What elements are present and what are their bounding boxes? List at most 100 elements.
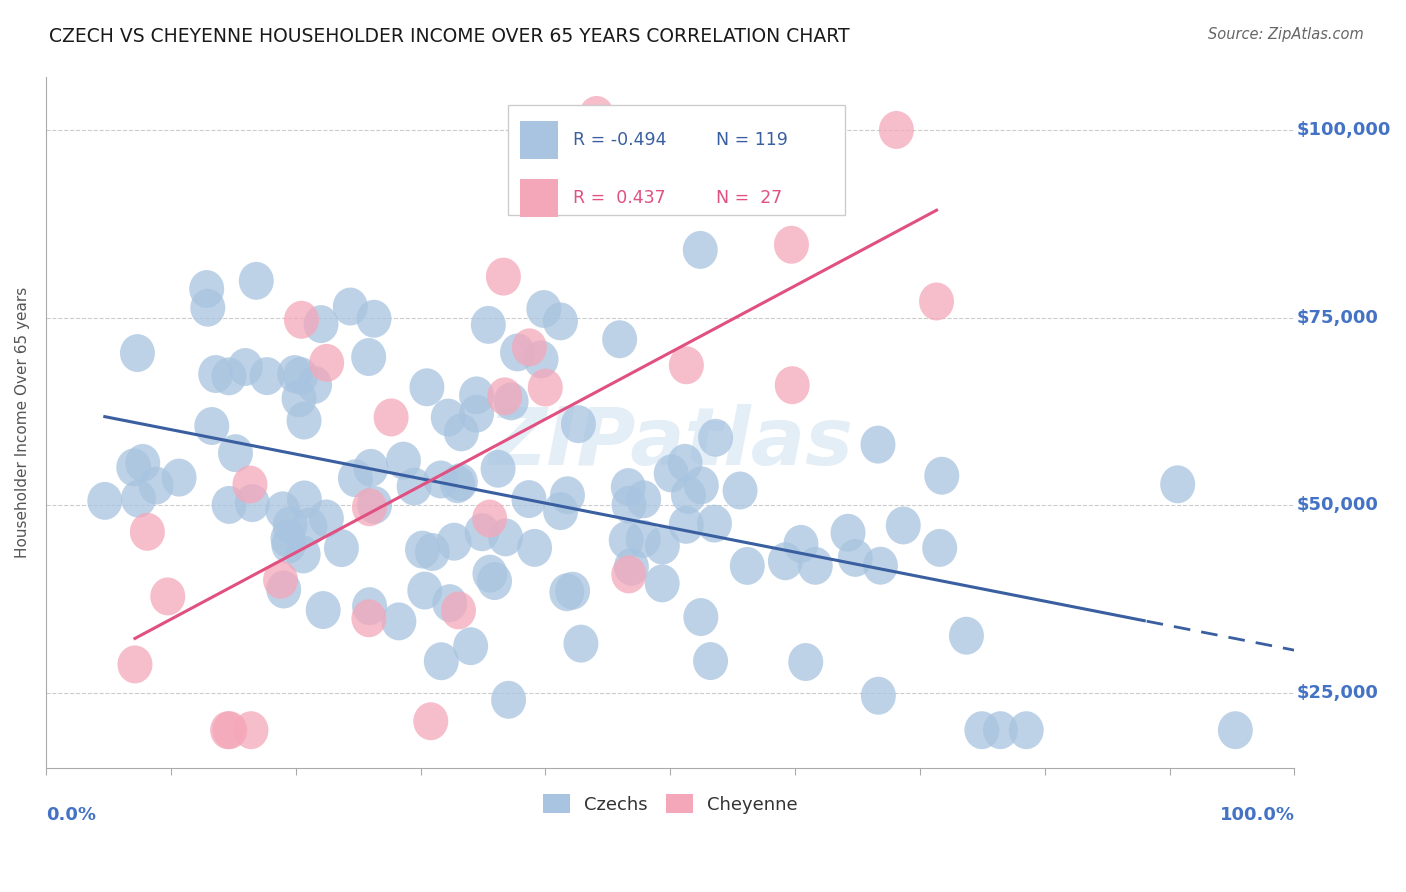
Ellipse shape [385, 442, 420, 480]
Ellipse shape [471, 306, 506, 343]
Legend: Czechs, Cheyenne: Czechs, Cheyenne [536, 787, 806, 821]
Ellipse shape [924, 457, 959, 495]
Ellipse shape [458, 376, 494, 415]
Ellipse shape [304, 305, 339, 343]
Ellipse shape [723, 472, 758, 509]
Ellipse shape [292, 508, 328, 546]
Ellipse shape [645, 565, 679, 602]
Ellipse shape [669, 346, 704, 384]
Ellipse shape [669, 506, 703, 544]
Text: CZECH VS CHEYENNE HOUSEHOLDER INCOME OVER 65 YEARS CORRELATION CHART: CZECH VS CHEYENNE HOUSEHOLDER INCOME OVE… [49, 27, 849, 45]
Ellipse shape [654, 454, 689, 492]
Ellipse shape [432, 584, 467, 622]
Text: $50,000: $50,000 [1296, 496, 1379, 514]
Ellipse shape [668, 444, 703, 482]
Ellipse shape [235, 484, 270, 522]
Ellipse shape [285, 535, 321, 574]
Ellipse shape [543, 492, 578, 530]
Ellipse shape [775, 367, 810, 404]
Ellipse shape [517, 529, 553, 567]
Ellipse shape [523, 341, 558, 378]
Ellipse shape [920, 283, 955, 320]
Ellipse shape [287, 481, 322, 518]
Ellipse shape [886, 507, 921, 544]
FancyBboxPatch shape [508, 105, 845, 216]
Ellipse shape [831, 514, 866, 552]
Ellipse shape [610, 468, 645, 506]
Ellipse shape [443, 463, 478, 501]
Ellipse shape [860, 677, 896, 714]
Ellipse shape [309, 500, 344, 538]
Ellipse shape [357, 300, 391, 338]
FancyBboxPatch shape [520, 120, 558, 159]
Ellipse shape [87, 482, 122, 520]
Ellipse shape [614, 548, 650, 586]
Ellipse shape [491, 681, 526, 719]
Ellipse shape [477, 562, 512, 600]
Ellipse shape [305, 591, 340, 629]
Ellipse shape [922, 529, 957, 567]
Ellipse shape [440, 466, 475, 503]
Ellipse shape [863, 547, 898, 584]
Ellipse shape [773, 226, 808, 264]
Ellipse shape [190, 289, 225, 326]
Ellipse shape [697, 505, 733, 542]
Ellipse shape [488, 377, 522, 416]
Ellipse shape [512, 480, 547, 518]
Ellipse shape [150, 577, 186, 615]
Ellipse shape [162, 458, 197, 497]
Ellipse shape [444, 413, 479, 451]
Ellipse shape [198, 355, 233, 393]
Ellipse shape [333, 287, 368, 326]
Ellipse shape [730, 547, 765, 585]
Ellipse shape [228, 348, 263, 386]
Ellipse shape [983, 711, 1018, 749]
Ellipse shape [564, 624, 599, 663]
Ellipse shape [250, 357, 284, 395]
Ellipse shape [879, 111, 914, 149]
Ellipse shape [209, 711, 245, 749]
Ellipse shape [481, 450, 516, 488]
Ellipse shape [609, 521, 644, 559]
Ellipse shape [190, 270, 224, 308]
Ellipse shape [297, 366, 332, 404]
Ellipse shape [501, 334, 536, 371]
Ellipse shape [273, 506, 308, 544]
Ellipse shape [323, 529, 359, 567]
Ellipse shape [1160, 466, 1195, 503]
Ellipse shape [512, 328, 547, 367]
Ellipse shape [270, 519, 305, 558]
Ellipse shape [120, 334, 155, 372]
Ellipse shape [699, 418, 733, 457]
Ellipse shape [194, 407, 229, 445]
Ellipse shape [860, 425, 896, 464]
Text: $25,000: $25,000 [1296, 683, 1379, 702]
Ellipse shape [212, 711, 247, 749]
Ellipse shape [464, 513, 499, 551]
Ellipse shape [949, 616, 984, 655]
Text: $75,000: $75,000 [1296, 309, 1379, 326]
Ellipse shape [381, 602, 416, 640]
Ellipse shape [460, 394, 494, 433]
Ellipse shape [838, 539, 873, 577]
Ellipse shape [212, 486, 246, 524]
Ellipse shape [526, 290, 561, 328]
Ellipse shape [543, 302, 578, 341]
Ellipse shape [357, 486, 392, 524]
Ellipse shape [683, 231, 717, 268]
Ellipse shape [118, 646, 152, 683]
Text: R =  0.437: R = 0.437 [572, 189, 665, 207]
Ellipse shape [283, 357, 318, 395]
Ellipse shape [352, 338, 387, 376]
Ellipse shape [117, 449, 152, 486]
FancyBboxPatch shape [520, 179, 558, 218]
Ellipse shape [527, 368, 562, 407]
Ellipse shape [405, 531, 440, 568]
Ellipse shape [768, 542, 803, 580]
Ellipse shape [789, 643, 823, 681]
Ellipse shape [352, 488, 387, 526]
Ellipse shape [683, 599, 718, 636]
Ellipse shape [797, 547, 832, 585]
Ellipse shape [374, 399, 409, 436]
Text: Source: ZipAtlas.com: Source: ZipAtlas.com [1208, 27, 1364, 42]
